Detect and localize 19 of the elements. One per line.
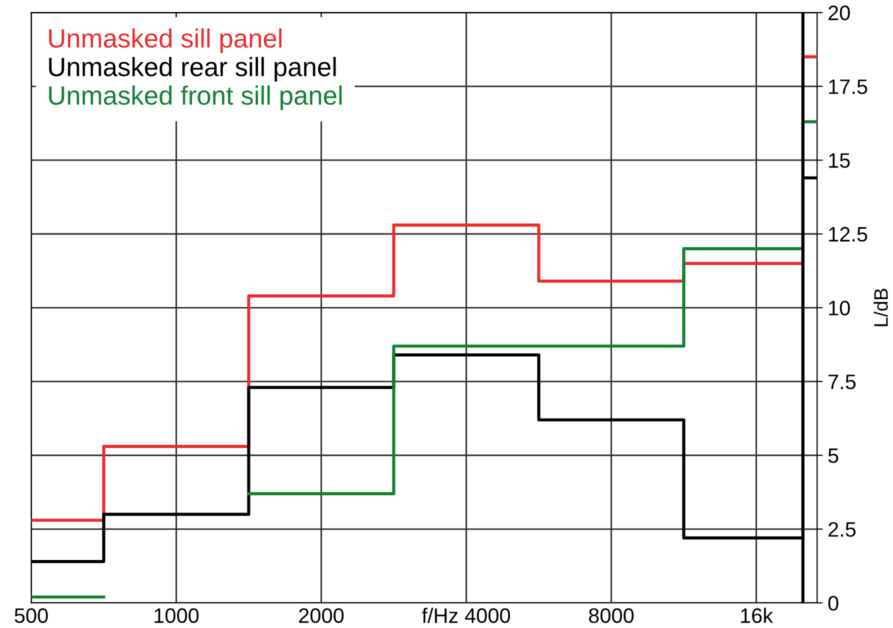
y-tick-label: 7.5 — [828, 374, 856, 390]
y-tick-label: 10 — [829, 300, 850, 316]
x-tick-label: 16k — [741, 608, 774, 624]
text: Unmasked front sill panel — [49, 86, 342, 110]
y-tick-label: 17.5 — [829, 80, 868, 94]
y-axis-title: L/dB — [874, 288, 888, 326]
y-tick-label: 2.5 — [828, 522, 856, 537]
text: Unmasked rear sill panel — [49, 56, 336, 82]
y-tick-label: 15 — [829, 153, 850, 168]
y-tick-label: 12.5 — [829, 226, 868, 242]
text: Unmasked sill panel — [49, 28, 282, 53]
y-tick-label: 5 — [828, 448, 838, 464]
x-tick-label: 8000 — [588, 608, 634, 624]
x-tick-label: f/Hz 4000 — [422, 608, 510, 624]
x-tick-label: 2000 — [299, 608, 344, 624]
x-tick-label: 500 — [14, 608, 48, 624]
x-tick-label: 1000 — [154, 608, 199, 624]
y-tick-label: 20 — [828, 6, 850, 20]
y-tick-label: 0 — [828, 596, 838, 611]
